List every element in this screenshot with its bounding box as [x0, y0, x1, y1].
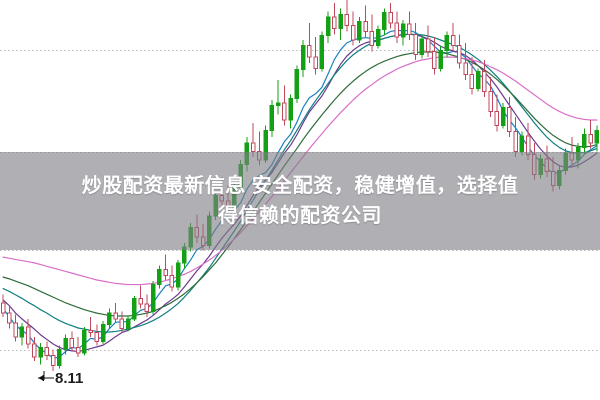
low-marker-arrow	[38, 371, 54, 382]
low-price-label: 8.11	[55, 370, 84, 387]
